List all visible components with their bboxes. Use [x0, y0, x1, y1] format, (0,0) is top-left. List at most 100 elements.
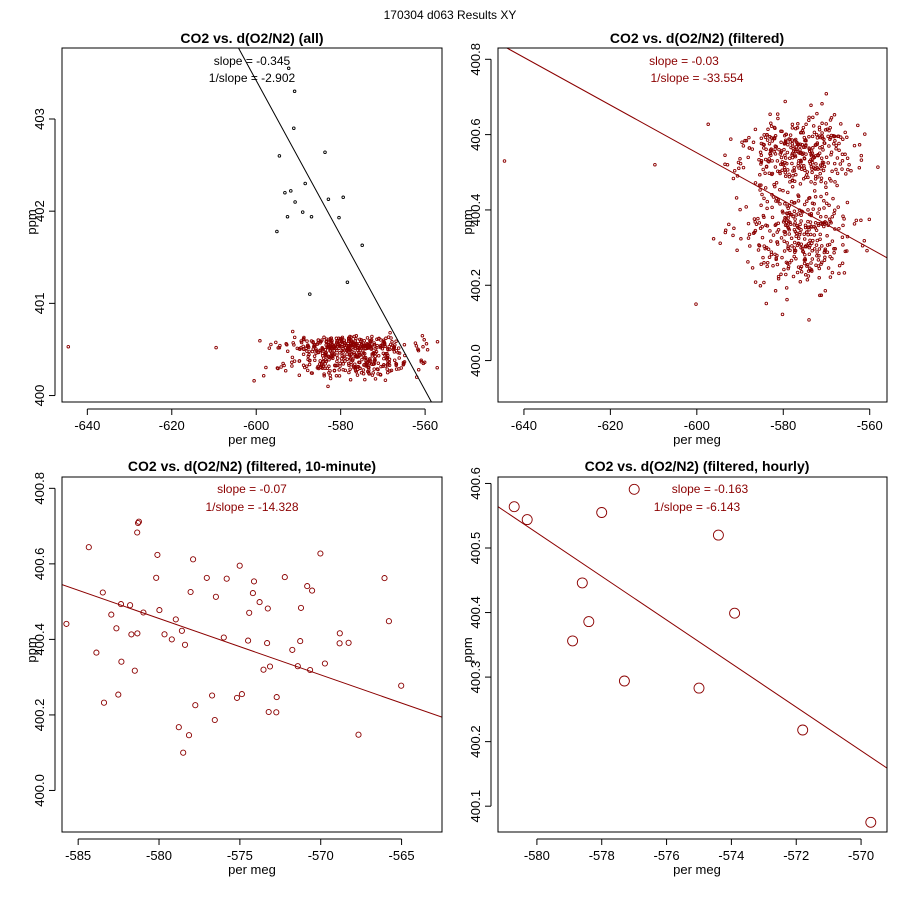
data-point	[274, 340, 278, 345]
data-point	[275, 229, 279, 234]
data-point	[753, 181, 758, 185]
x-tick-label: -580	[328, 418, 354, 433]
data-point	[326, 342, 330, 347]
data-point	[811, 207, 815, 211]
data-point	[796, 193, 800, 197]
data-point	[783, 216, 787, 220]
data-point	[779, 129, 783, 133]
data-point	[790, 126, 795, 130]
data-point	[783, 174, 788, 179]
data-point	[435, 365, 439, 370]
data-point	[823, 128, 828, 132]
fit-line	[62, 584, 442, 718]
data-point	[857, 143, 862, 147]
data-point	[416, 348, 421, 353]
data-point	[341, 195, 345, 200]
data-point	[836, 205, 840, 209]
data-point	[328, 373, 332, 378]
data-point	[845, 135, 849, 140]
data-point	[759, 136, 764, 141]
data-point	[777, 147, 781, 152]
data-point	[792, 209, 797, 213]
data-point	[363, 346, 367, 351]
chart-title: CO2 vs. d(O2/N2) (all)	[180, 30, 323, 46]
data-point	[820, 244, 824, 248]
data-point	[756, 248, 761, 252]
y-axis: 400.0 400.2 400.4 400.6 400.8	[32, 472, 56, 807]
data-point	[508, 501, 520, 513]
x-tick-label: -570	[848, 848, 874, 863]
data-point	[365, 343, 370, 348]
data-point	[311, 340, 315, 345]
data-point	[812, 233, 817, 237]
data-point	[830, 270, 835, 275]
data-point	[392, 350, 397, 354]
data-point	[326, 197, 331, 201]
data-point	[264, 640, 271, 647]
data-point	[795, 141, 799, 146]
data-point	[803, 258, 808, 262]
data-point	[810, 249, 814, 253]
data-point	[822, 164, 827, 169]
data-point	[833, 246, 837, 251]
data-point	[817, 247, 822, 251]
data-point	[706, 122, 710, 127]
data-point	[813, 166, 817, 171]
data-point	[776, 199, 780, 204]
data-point	[331, 356, 335, 360]
data-point	[746, 236, 751, 240]
data-point	[628, 483, 640, 495]
data-point	[212, 593, 219, 600]
data-point	[394, 367, 399, 371]
data-point	[238, 691, 245, 698]
data-point	[863, 132, 867, 136]
data-point	[385, 370, 390, 375]
data-point	[766, 127, 770, 132]
data-point	[828, 125, 832, 130]
data-point	[323, 150, 327, 154]
x-axis: -580 -578 -576 -574 -572 -570	[524, 838, 874, 863]
data-point	[803, 225, 808, 230]
data-point	[292, 89, 297, 94]
data-point	[789, 236, 794, 241]
data-point	[399, 366, 403, 370]
data-point	[762, 244, 766, 248]
data-point	[805, 225, 810, 230]
data-point	[576, 577, 588, 589]
x-tick-label: -575	[227, 848, 253, 863]
data-point	[786, 142, 790, 147]
data-point	[776, 116, 780, 121]
data-point	[828, 275, 833, 279]
x-tick-label: -570	[308, 848, 334, 863]
inverse-slope-label: 1/slope = -6.143	[654, 500, 741, 514]
data-point	[338, 361, 342, 366]
data-point	[320, 346, 325, 351]
data-point	[320, 363, 324, 368]
y-tick-label: 400.4	[468, 596, 483, 629]
data-point	[747, 135, 751, 140]
data-point	[324, 337, 329, 341]
data-point	[273, 709, 280, 716]
data-point	[818, 237, 822, 241]
data-point	[292, 126, 296, 130]
data-point	[653, 162, 657, 167]
data-point	[396, 350, 400, 355]
y-tick-label: 400.0	[32, 774, 47, 807]
data-point	[793, 217, 797, 221]
data-point	[336, 630, 343, 637]
data-point	[774, 180, 779, 185]
data-point	[796, 236, 801, 241]
data-point	[737, 166, 741, 170]
data-point	[812, 155, 816, 159]
data-point	[209, 692, 216, 699]
data-point	[342, 338, 346, 342]
chart-title: CO2 vs. d(O2/N2) (filtered)	[610, 30, 784, 46]
data-point	[807, 134, 811, 139]
data-point	[306, 354, 310, 358]
data-point	[285, 342, 289, 347]
data-point	[867, 217, 872, 222]
data-point	[819, 179, 823, 184]
data-point	[738, 161, 743, 166]
data-point	[786, 225, 790, 230]
